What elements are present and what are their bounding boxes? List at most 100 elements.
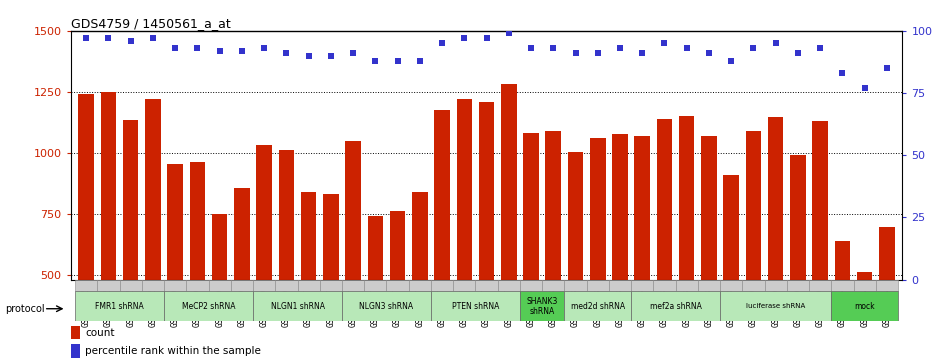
Bar xyxy=(675,280,698,291)
Point xyxy=(123,38,138,44)
Point xyxy=(101,36,116,41)
Bar xyxy=(346,140,361,363)
Bar xyxy=(75,291,164,321)
Point xyxy=(434,40,449,46)
Point xyxy=(768,40,783,46)
Bar xyxy=(790,155,805,363)
Bar xyxy=(568,151,583,363)
Text: NLGN1 shRNA: NLGN1 shRNA xyxy=(270,302,324,311)
Bar xyxy=(746,131,761,363)
Point xyxy=(679,45,694,51)
Bar xyxy=(609,280,631,291)
Point xyxy=(301,53,317,58)
Text: count: count xyxy=(85,327,115,338)
Bar xyxy=(430,291,520,321)
Bar xyxy=(479,102,495,363)
Bar xyxy=(879,227,895,363)
Bar xyxy=(497,280,520,291)
Point xyxy=(568,50,583,56)
Bar xyxy=(71,344,80,358)
Point xyxy=(879,65,894,71)
Bar xyxy=(723,175,739,363)
Bar xyxy=(212,214,227,363)
Bar xyxy=(275,280,298,291)
Bar xyxy=(323,194,338,363)
Point xyxy=(79,36,94,41)
Bar xyxy=(520,280,543,291)
Point xyxy=(390,58,405,64)
Bar xyxy=(168,164,183,363)
Bar xyxy=(564,291,631,321)
Bar xyxy=(365,280,386,291)
Bar xyxy=(501,85,516,363)
Bar xyxy=(654,280,675,291)
Point xyxy=(235,48,250,54)
Bar xyxy=(253,291,342,321)
Bar xyxy=(71,326,80,339)
Bar xyxy=(164,291,253,321)
Bar xyxy=(835,241,851,363)
Point xyxy=(591,50,606,56)
Point xyxy=(746,45,761,51)
Text: SHANK3
shRNA: SHANK3 shRNA xyxy=(527,297,558,316)
Bar xyxy=(520,291,564,321)
Text: mock: mock xyxy=(854,302,875,311)
Bar xyxy=(457,99,472,363)
Bar xyxy=(590,138,606,363)
Bar xyxy=(831,280,853,291)
Bar xyxy=(367,216,383,363)
Point xyxy=(501,30,516,36)
Point xyxy=(479,36,494,41)
Bar xyxy=(189,163,205,363)
Text: GDS4759 / 1450561_a_at: GDS4759 / 1450561_a_at xyxy=(71,17,231,30)
Bar xyxy=(298,280,319,291)
Bar xyxy=(587,280,609,291)
Bar xyxy=(142,280,164,291)
Bar xyxy=(409,280,430,291)
Bar xyxy=(853,280,876,291)
Text: MeCP2 shRNA: MeCP2 shRNA xyxy=(182,302,236,311)
Point xyxy=(413,58,428,64)
Bar xyxy=(412,192,428,363)
Text: NLGN3 shRNA: NLGN3 shRNA xyxy=(360,302,414,311)
Bar xyxy=(876,280,898,291)
Text: percentile rank within the sample: percentile rank within the sample xyxy=(85,346,261,356)
Bar xyxy=(698,280,720,291)
Point xyxy=(145,36,160,41)
Bar xyxy=(545,131,561,363)
Bar xyxy=(78,94,94,363)
Bar xyxy=(768,117,784,363)
Point xyxy=(256,45,271,51)
Bar xyxy=(720,291,831,321)
Point xyxy=(702,50,717,56)
Point xyxy=(190,45,205,51)
Bar xyxy=(831,291,898,321)
Text: med2d shRNA: med2d shRNA xyxy=(571,302,625,311)
Bar xyxy=(386,280,409,291)
Bar xyxy=(720,280,742,291)
Bar xyxy=(453,280,476,291)
Bar xyxy=(434,110,450,363)
Bar xyxy=(631,280,654,291)
Bar xyxy=(430,280,453,291)
Text: mef2a shRNA: mef2a shRNA xyxy=(650,302,702,311)
Bar xyxy=(701,136,717,363)
Bar xyxy=(787,280,809,291)
Bar xyxy=(679,116,694,363)
Bar xyxy=(75,280,97,291)
Point xyxy=(279,50,294,56)
Point xyxy=(346,50,361,56)
Bar xyxy=(857,272,872,363)
Bar xyxy=(476,280,497,291)
Bar xyxy=(809,280,831,291)
Point xyxy=(723,58,739,64)
Bar xyxy=(543,280,564,291)
Point xyxy=(635,50,650,56)
Bar xyxy=(300,192,317,363)
Bar xyxy=(122,120,138,363)
Bar xyxy=(235,188,250,363)
Bar xyxy=(742,280,765,291)
Bar xyxy=(812,121,828,363)
Bar xyxy=(564,280,587,291)
Bar xyxy=(120,280,142,291)
